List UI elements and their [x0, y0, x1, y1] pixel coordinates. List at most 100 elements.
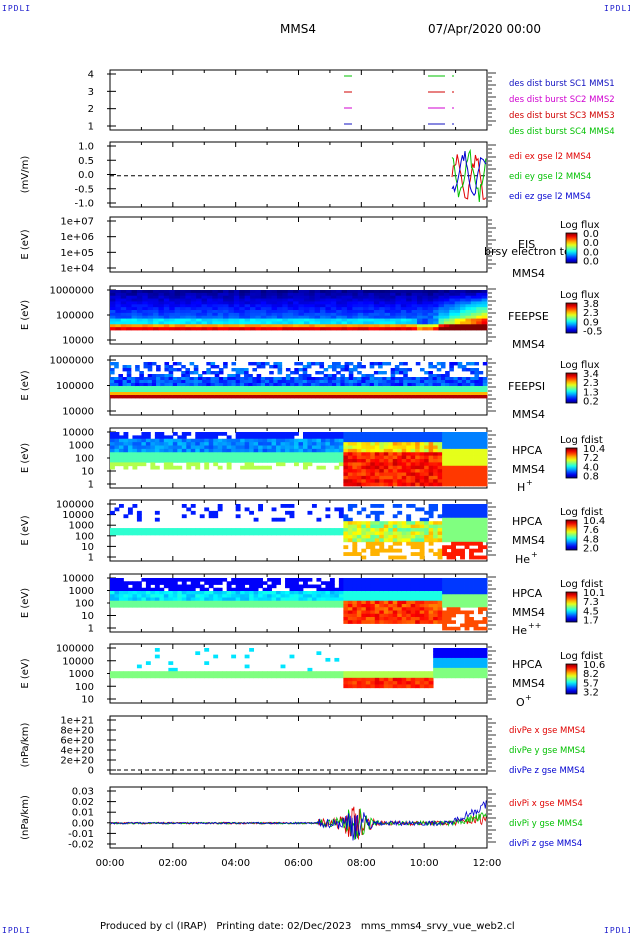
spectrogram-cell [228, 316, 234, 319]
spectrogram-cell [424, 389, 429, 392]
spectrogram-cell [290, 452, 295, 456]
spectrogram-cell [320, 290, 326, 293]
spectrogram-cell [212, 324, 218, 327]
spectrogram-cell [213, 528, 218, 532]
spectrogram-cell [370, 528, 375, 532]
legend-burst-4: des dist burst SC4 MMS4 [509, 127, 615, 137]
spectrogram-cell [141, 439, 146, 443]
spectrogram-cell [164, 594, 169, 598]
spectrogram-cell [228, 310, 234, 313]
colorbar-tick-label: 0.2 [583, 397, 599, 408]
spectrogram-cell [420, 538, 425, 542]
spectrogram-cell [366, 395, 371, 398]
spectrogram-cell [278, 380, 283, 383]
spectrogram-cell [177, 585, 182, 589]
spectrogram-cell [180, 299, 186, 302]
spectrogram-cell [478, 581, 483, 585]
spectrogram-cell [204, 601, 209, 605]
spectrogram-cell [460, 319, 466, 322]
spectrogram-cell [379, 591, 384, 595]
spectrogram-cell [390, 299, 396, 302]
spectrogram-cell [438, 466, 443, 470]
spectrogram-cell [119, 462, 124, 466]
spectrogram-cell [240, 588, 245, 592]
spectrogram-cell [447, 578, 452, 582]
spectrogram-cell [215, 374, 220, 377]
spectrogram-cell [474, 395, 479, 398]
spectrogram-cell [266, 290, 272, 293]
spectrogram-cell [357, 617, 362, 621]
spectrogram-cell [357, 479, 362, 483]
spectrogram-cell [442, 627, 447, 631]
spectrogram-cell [334, 507, 339, 511]
spectrogram-cell [281, 594, 286, 598]
spectrogram-cell [200, 675, 205, 679]
spectrogram-cell [366, 383, 371, 386]
spectrogram-cell [375, 549, 380, 553]
spectrogram-cell [186, 591, 191, 595]
spectrogram-cell [234, 296, 240, 299]
spectrogram-cell [228, 313, 234, 316]
spectrogram-cell [164, 296, 170, 299]
spectrogram-cell [379, 319, 385, 322]
spectrogram-cell [363, 319, 369, 322]
spectrogram-cell [420, 466, 425, 470]
y-tick-label: 10 [81, 542, 94, 553]
spectrogram-cell [442, 442, 447, 446]
spectrogram-cell [150, 581, 155, 585]
spectrogram-cell [415, 611, 420, 615]
spectrogram-cell [406, 535, 411, 539]
instrument-label: HPCA [512, 515, 543, 528]
spectrogram-cell [456, 514, 461, 518]
spectrogram-cell [204, 446, 209, 450]
spectrogram-cell [240, 380, 245, 383]
spectrogram-cell [469, 552, 474, 556]
spectrogram-cell [445, 380, 450, 383]
spectrogram-cell [181, 389, 186, 392]
spectrogram-cell [114, 395, 119, 398]
spectrogram-cell [403, 389, 408, 392]
spectrogram-cell [378, 377, 383, 380]
spectrogram-cell [343, 456, 348, 460]
spectrogram-cell [415, 462, 420, 466]
spectrogram-cell [370, 542, 375, 546]
spectrogram-cell [462, 377, 467, 380]
spectrogram-cell [343, 588, 348, 592]
spectrogram-cell [115, 324, 121, 327]
spectrogram-cell [402, 452, 407, 456]
spectrogram-cell [339, 446, 344, 450]
spectrogram-cell [429, 514, 434, 518]
spectrogram-cell [139, 380, 144, 383]
spectrogram-cell [110, 296, 116, 299]
spectrogram-cell [352, 504, 357, 508]
spectrogram-cell [379, 521, 384, 525]
spectrogram-cell [348, 504, 353, 508]
spectrogram-cell [363, 299, 369, 302]
spectrogram-cell [168, 588, 173, 592]
spectrogram-cell [159, 532, 164, 536]
spectrogram-cell [455, 313, 461, 316]
spectrogram-cell [212, 301, 218, 304]
spectrogram-cell [375, 591, 380, 595]
spectrogram-cell [123, 594, 128, 598]
spectrogram-cell [173, 585, 178, 589]
spectrogram-cell [456, 601, 461, 605]
spectrogram-cell [212, 316, 218, 319]
spectrogram-cell [204, 466, 209, 470]
spectrogram-cell [412, 296, 418, 299]
spectrogram-cell [382, 383, 387, 386]
spectrogram-cell [146, 661, 151, 665]
spectrogram-cell [357, 671, 362, 675]
spectrogram-cell [420, 479, 425, 483]
spectrogram-cell [438, 556, 443, 560]
spectrogram-cell [370, 585, 375, 589]
spectrogram-cell [379, 620, 384, 624]
spectrogram-cell [420, 552, 425, 556]
spectrogram-cell [150, 532, 155, 536]
spectrogram-cell [456, 462, 461, 466]
spectrogram-cell [366, 466, 371, 470]
spectrogram-cell [444, 319, 450, 322]
spectrogram-cell [363, 301, 369, 304]
spectrogram-cell [311, 377, 316, 380]
spectrogram-cell [114, 383, 119, 386]
